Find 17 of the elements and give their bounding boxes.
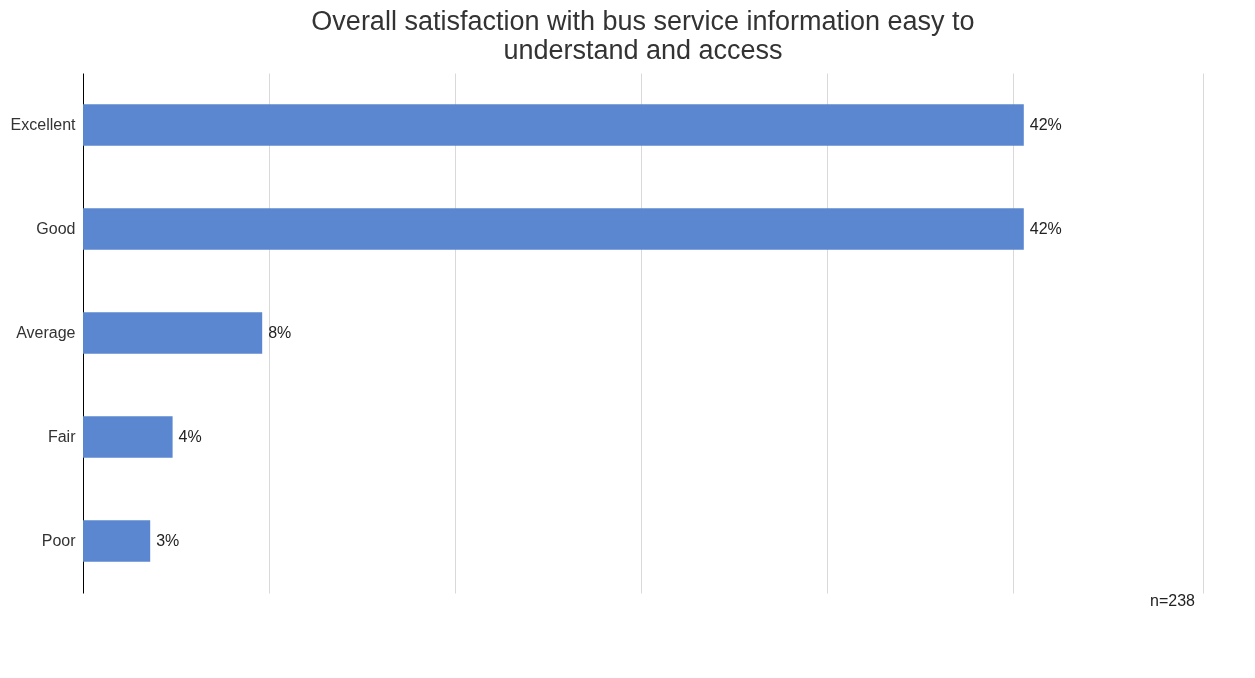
chart-title: Overall satisfaction with bus service information easy to understand and access xyxy=(311,6,975,65)
y-tick-label: Excellent xyxy=(10,116,77,133)
annotation: n=238 xyxy=(1150,592,1196,609)
data-label: 4% xyxy=(178,428,202,445)
bar xyxy=(83,104,1024,146)
data-label: 3% xyxy=(156,532,180,549)
data-label: 8% xyxy=(268,324,292,341)
bar xyxy=(83,312,263,354)
bar xyxy=(83,208,1024,250)
data-label: 42% xyxy=(1029,116,1062,133)
y-tick-label: Fair xyxy=(47,428,77,445)
y-tick-label: Good xyxy=(36,220,76,237)
data-label: 42% xyxy=(1029,220,1062,237)
bar xyxy=(83,520,151,562)
y-tick-label: Average xyxy=(16,324,76,341)
y-tick-label: Poor xyxy=(41,532,77,549)
bar xyxy=(83,416,173,458)
